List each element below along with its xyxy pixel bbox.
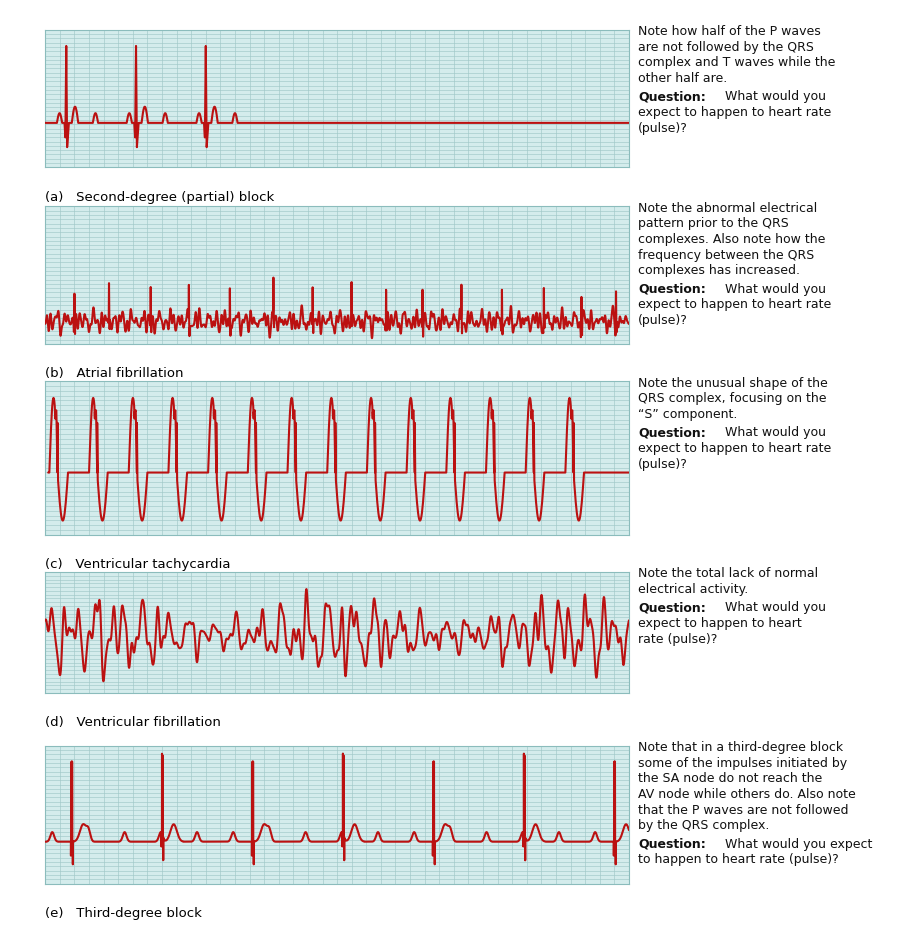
Text: (c)   Ventricular tachycardia: (c) Ventricular tachycardia (45, 558, 231, 571)
Text: Question:: Question: (638, 426, 706, 439)
Text: Question:: Question: (638, 90, 706, 103)
Text: are not followed by the QRS: are not followed by the QRS (638, 41, 814, 54)
Text: (d)   Ventricular fibrillation: (d) Ventricular fibrillation (45, 716, 221, 729)
Text: Note how half of the P waves: Note how half of the P waves (638, 25, 821, 38)
Text: What would you expect: What would you expect (721, 838, 872, 851)
Text: (pulse)?: (pulse)? (638, 314, 688, 327)
Text: complexes has increased.: complexes has increased. (638, 264, 800, 277)
Text: pattern prior to the QRS: pattern prior to the QRS (638, 218, 789, 231)
Text: frequency between the QRS: frequency between the QRS (638, 248, 814, 261)
Text: “S” component.: “S” component. (638, 408, 738, 421)
Text: Note the abnormal electrical: Note the abnormal electrical (638, 202, 817, 215)
Text: Note that in a third-degree block: Note that in a third-degree block (638, 741, 843, 754)
Text: (a)   Second-degree (partial) block: (a) Second-degree (partial) block (45, 191, 274, 204)
Text: (pulse)?: (pulse)? (638, 458, 688, 471)
Text: What would you: What would you (721, 283, 826, 296)
Text: complex and T waves while the: complex and T waves while the (638, 57, 835, 70)
Text: expect to happen to heart rate: expect to happen to heart rate (638, 106, 832, 119)
Text: Question:: Question: (638, 838, 706, 851)
Text: Note the unusual shape of the: Note the unusual shape of the (638, 377, 828, 390)
Text: Question:: Question: (638, 602, 706, 615)
Text: (e)   Third-degree block: (e) Third-degree block (45, 907, 202, 920)
Text: expect to happen to heart rate: expect to happen to heart rate (638, 299, 832, 312)
Text: rate (pulse)?: rate (pulse)? (638, 632, 718, 645)
Text: expect to happen to heart rate: expect to happen to heart rate (638, 442, 832, 455)
Text: other half are.: other half are. (638, 72, 728, 85)
Text: complexes. Also note how the: complexes. Also note how the (638, 233, 825, 246)
Text: What would you: What would you (721, 90, 826, 103)
Text: by the QRS complex.: by the QRS complex. (638, 819, 769, 832)
Text: some of the impulses initiated by: some of the impulses initiated by (638, 757, 847, 770)
Text: AV node while others do. Also note: AV node while others do. Also note (638, 788, 856, 801)
Text: (b)   Atrial fibrillation: (b) Atrial fibrillation (45, 367, 184, 380)
Text: the SA node do not reach the: the SA node do not reach the (638, 773, 823, 786)
Text: expect to happen to heart: expect to happen to heart (638, 617, 802, 630)
Text: Note the total lack of normal: Note the total lack of normal (638, 567, 818, 580)
Text: Question:: Question: (638, 283, 706, 296)
Text: electrical activity.: electrical activity. (638, 583, 748, 596)
Text: What would you: What would you (721, 426, 826, 439)
Text: What would you: What would you (721, 602, 826, 615)
Text: QRS complex, focusing on the: QRS complex, focusing on the (638, 392, 826, 405)
Text: that the P waves are not followed: that the P waves are not followed (638, 804, 849, 817)
Text: to happen to heart rate (pulse)?: to happen to heart rate (pulse)? (638, 854, 839, 867)
Text: (pulse)?: (pulse)? (638, 122, 688, 135)
